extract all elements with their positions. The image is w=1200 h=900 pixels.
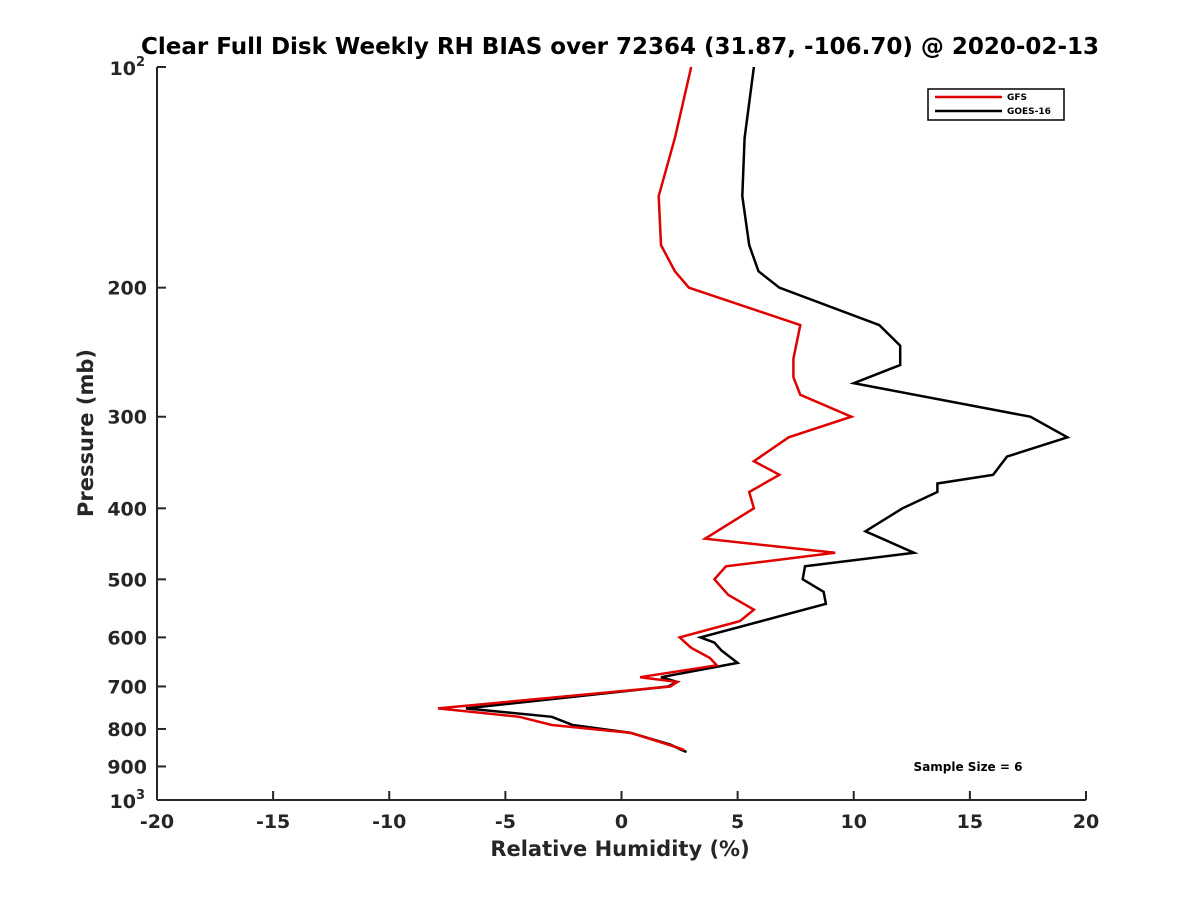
y-tick-label: 700 [107,676,147,698]
y-tick-label: 600 [107,627,147,649]
y-tick-label: 300 [107,407,147,429]
x-ticks: -20 -15 -10 -5 0 5 10 15 20 [140,791,1099,833]
legend-label-goes: GOES-16 [1007,107,1051,117]
plot-area [157,67,1086,800]
legend: GFS GOES-16 [927,88,1065,121]
x-tick-label: 20 [1073,811,1099,833]
series-line-goes-16 [465,66,1071,754]
series-layer [437,66,1071,754]
y-tick-label: 500 [107,569,147,591]
legend-label-gfs: GFS [1007,93,1027,103]
y-tick-label: 200 [107,278,147,300]
x-tick-label: -5 [495,811,516,833]
x-tick-label: 10 [841,811,867,833]
x-tick-label: 0 [615,811,628,833]
y-tick-exponent: 2 [136,55,145,70]
legend-box [927,88,1065,121]
sample-size-annotation: Sample Size = 6 [914,760,1023,774]
x-tick-label: 15 [957,811,983,833]
y-tick-exponent: 3 [136,788,145,803]
x-tick-label: -20 [140,811,174,833]
series-line-gfs [437,66,855,752]
y-tick-label: 400 [107,498,147,520]
chart-title: Clear Full Disk Weekly RH BIAS over 7236… [141,34,1099,60]
y-axis-label: Pressure (mb) [74,349,98,517]
y-tick-label: 900 [107,756,147,778]
x-tick-label: -15 [256,811,290,833]
x-axis-label: Relative Humidity (%) [490,837,749,861]
y-tick-label: 10 [110,791,136,813]
y-tick-label: 10 [110,58,136,80]
x-tick-label: 5 [731,811,744,833]
x-tick-label: -10 [372,811,406,833]
y-tick-label: 800 [107,719,147,741]
